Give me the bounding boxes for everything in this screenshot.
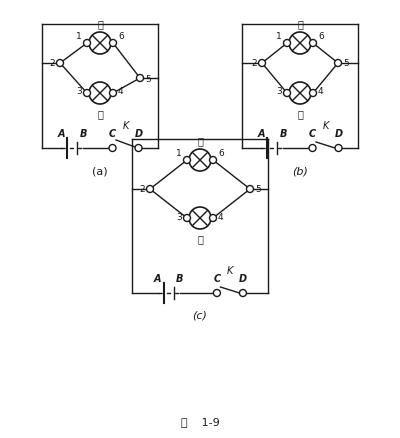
Text: 1: 1 — [76, 32, 82, 41]
Text: 5: 5 — [343, 60, 349, 68]
Circle shape — [240, 290, 246, 297]
Circle shape — [289, 83, 311, 105]
Text: (b): (b) — [292, 166, 308, 177]
Circle shape — [189, 150, 211, 172]
Circle shape — [210, 215, 216, 222]
Text: K: K — [322, 121, 329, 131]
Circle shape — [110, 90, 116, 97]
Circle shape — [289, 33, 311, 55]
Circle shape — [110, 40, 116, 47]
Text: (c): (c) — [192, 309, 208, 319]
Circle shape — [309, 145, 316, 152]
Circle shape — [146, 186, 154, 193]
Text: 3: 3 — [176, 212, 182, 221]
Text: C: C — [109, 129, 116, 139]
Text: K: K — [227, 265, 233, 276]
Text: D: D — [334, 129, 342, 139]
Text: (a): (a) — [92, 166, 108, 177]
Text: C: C — [213, 273, 220, 283]
Circle shape — [56, 60, 64, 67]
Circle shape — [135, 145, 142, 152]
Circle shape — [334, 60, 342, 67]
Text: 绿: 绿 — [97, 109, 103, 119]
Circle shape — [258, 60, 266, 67]
Text: A: A — [57, 129, 65, 139]
Text: B: B — [80, 129, 87, 139]
Text: 红: 红 — [97, 19, 103, 29]
Text: 2: 2 — [49, 60, 55, 68]
Text: B: B — [176, 273, 183, 283]
Text: D: D — [134, 129, 142, 139]
Circle shape — [214, 290, 220, 297]
Circle shape — [310, 90, 316, 97]
Text: 5: 5 — [145, 74, 151, 83]
Text: 红: 红 — [197, 136, 203, 146]
Circle shape — [184, 157, 190, 164]
Text: 1: 1 — [276, 32, 282, 41]
Text: 红: 红 — [297, 19, 303, 29]
Text: 6: 6 — [318, 32, 324, 41]
Circle shape — [89, 83, 111, 105]
Text: 5: 5 — [255, 185, 261, 194]
Text: 6: 6 — [218, 148, 224, 158]
Text: 2: 2 — [139, 185, 145, 194]
Text: 3: 3 — [276, 87, 282, 96]
Text: C: C — [309, 129, 316, 139]
Text: 4: 4 — [318, 87, 324, 96]
Circle shape — [84, 40, 90, 47]
Text: 4: 4 — [118, 87, 124, 96]
Circle shape — [189, 208, 211, 230]
Text: 1: 1 — [176, 148, 182, 158]
Circle shape — [310, 40, 316, 47]
Text: B: B — [280, 129, 287, 139]
Text: 3: 3 — [76, 87, 82, 96]
Circle shape — [246, 186, 254, 193]
Circle shape — [136, 75, 144, 82]
Text: 4: 4 — [218, 212, 224, 221]
Text: 6: 6 — [118, 32, 124, 41]
Text: K: K — [122, 121, 129, 131]
Circle shape — [210, 157, 216, 164]
Circle shape — [109, 145, 116, 152]
Text: 绿: 绿 — [197, 233, 203, 244]
Text: A: A — [154, 273, 161, 283]
Text: A: A — [257, 129, 265, 139]
Text: 2: 2 — [251, 60, 257, 68]
Circle shape — [335, 145, 342, 152]
Circle shape — [284, 40, 290, 47]
Text: 图    1-9: 图 1-9 — [181, 416, 219, 426]
Circle shape — [284, 90, 290, 97]
Circle shape — [89, 33, 111, 55]
Circle shape — [184, 215, 190, 222]
Text: 绿: 绿 — [297, 109, 303, 119]
Circle shape — [84, 90, 90, 97]
Text: D: D — [239, 273, 247, 283]
